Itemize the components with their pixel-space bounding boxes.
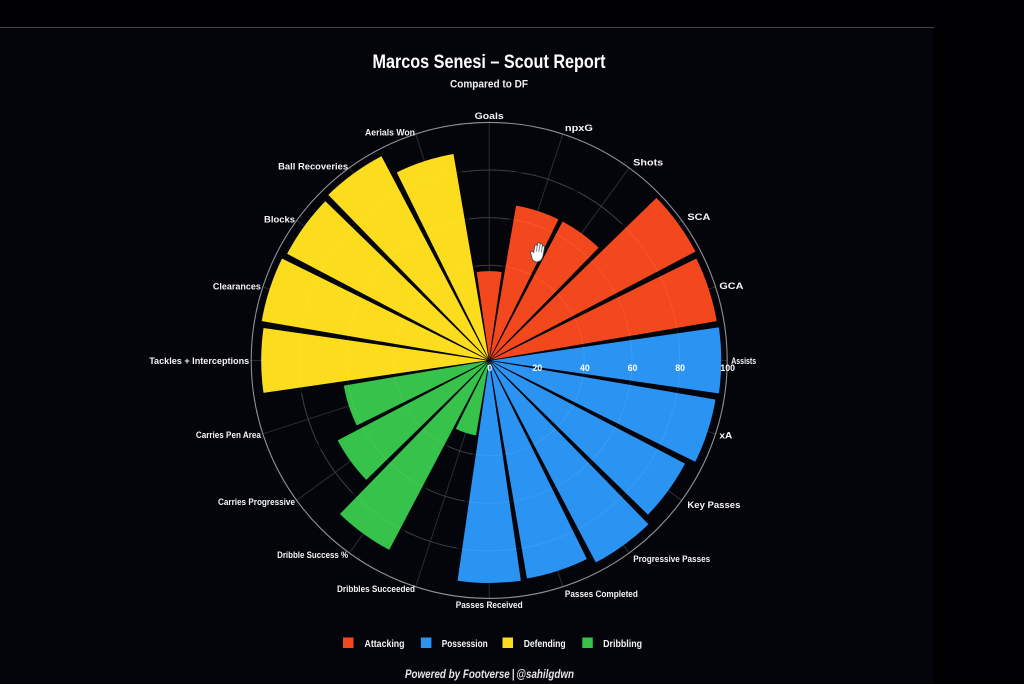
svg-text:40: 40 [580, 363, 590, 373]
svg-text:Dribbles Succeeded: Dribbles Succeeded [337, 584, 415, 595]
svg-text:0: 0 [487, 363, 492, 373]
svg-text:Powered by Footverse | @sahilg: Powered by Footverse | @sahilgdwn [405, 668, 574, 681]
svg-text:Progressive Passes: Progressive Passes [633, 554, 710, 565]
svg-text:Key Passes: Key Passes [687, 500, 740, 511]
svg-text:80: 80 [675, 363, 685, 373]
svg-text:100: 100 [720, 363, 735, 373]
svg-text:Blocks: Blocks [264, 215, 295, 226]
svg-text:xA: xA [719, 431, 732, 442]
svg-text:Carries Progressive: Carries Progressive [218, 497, 295, 508]
svg-text:Passes Received: Passes Received [456, 600, 523, 611]
svg-text:Ball Recoveries: Ball Recoveries [278, 162, 348, 173]
svg-text:Assists: Assists [731, 356, 756, 367]
svg-text:Clearances: Clearances [213, 282, 261, 293]
svg-text:Passes Completed: Passes Completed [565, 589, 638, 600]
svg-text:Dribbling: Dribbling [603, 639, 642, 650]
svg-text:Attacking: Attacking [365, 639, 405, 650]
svg-text:20: 20 [532, 363, 542, 373]
svg-text:npxG: npxG [565, 123, 593, 134]
svg-text:Goals: Goals [475, 111, 504, 122]
svg-text:Dribble Success %: Dribble Success % [277, 550, 348, 561]
svg-text:Defending: Defending [524, 639, 566, 650]
svg-text:Possession: Possession [442, 639, 488, 650]
svg-text:Carries Pen Area: Carries Pen Area [196, 430, 262, 441]
svg-text:SCA: SCA [687, 212, 710, 223]
svg-text:Tackles + Interceptions: Tackles + Interceptions [149, 356, 249, 367]
svg-text:Shots: Shots [633, 158, 663, 169]
svg-text:Aerials Won: Aerials Won [365, 128, 415, 139]
svg-text:60: 60 [628, 363, 638, 373]
svg-text:GCA: GCA [719, 281, 743, 292]
svg-text:Marcos Senesi – Scout Report: Marcos Senesi – Scout Report [373, 51, 606, 73]
svg-text:Compared to DF: Compared to DF [450, 79, 528, 91]
